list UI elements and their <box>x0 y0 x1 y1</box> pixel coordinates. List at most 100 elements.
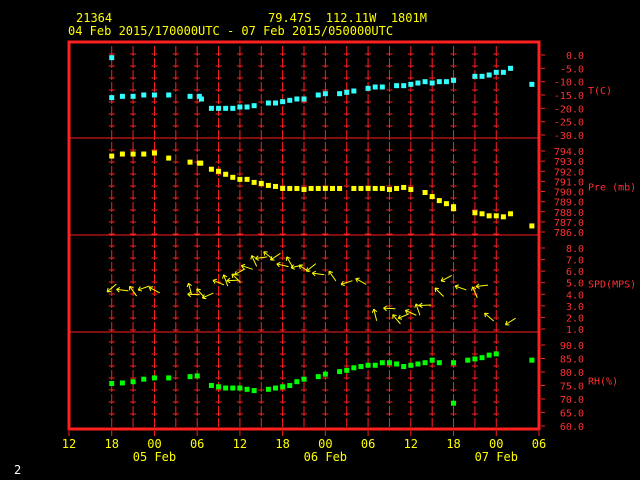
wind-arrow <box>392 314 401 325</box>
wind-arrow <box>212 278 225 286</box>
data-point <box>443 201 449 207</box>
data-point <box>472 356 478 362</box>
wind-arrow-head <box>405 309 410 311</box>
data-point <box>479 355 485 361</box>
y-tick-label: 8.0 <box>566 244 584 255</box>
wind-arrow-head <box>418 305 423 309</box>
wind-arrow <box>397 313 410 320</box>
x-tick-label: 12 <box>233 437 247 451</box>
y-tick-label: 787.0 <box>554 218 584 229</box>
wind-arrow-head <box>106 287 109 292</box>
data-point <box>109 95 115 101</box>
y-tick-label: -25.0 <box>554 118 584 129</box>
wind-arrow <box>148 286 160 294</box>
wind-arrow-shaft <box>286 256 294 268</box>
y-tick-label: 80.0 <box>560 368 584 379</box>
wind-arrow <box>355 277 367 285</box>
wind-arrow <box>328 270 337 282</box>
data-point <box>216 384 222 390</box>
wind-arrow-shaft <box>505 317 516 326</box>
x-tick-label: 12 <box>62 437 76 451</box>
wind-arrow-head <box>397 314 401 319</box>
wind-arrow <box>116 287 129 293</box>
data-point <box>294 96 300 102</box>
y-tick-label: -10.0 <box>554 78 584 89</box>
data-point <box>280 384 286 390</box>
data-point <box>358 185 364 191</box>
data-point <box>443 79 449 85</box>
data-point <box>337 369 343 375</box>
data-point <box>429 357 435 363</box>
wind-arrow-head <box>414 303 417 308</box>
y-tick-label: 789.0 <box>554 198 584 209</box>
wind-arrow-head <box>226 280 231 284</box>
data-point <box>372 84 378 90</box>
data-point <box>280 185 286 191</box>
y-tick-label: 7.0 <box>566 256 584 267</box>
wind-arrow-shaft <box>255 256 268 260</box>
data-point <box>408 81 414 87</box>
wind-arrow-head <box>186 283 189 288</box>
wind-arrow <box>340 280 353 287</box>
wind-arrow-head <box>137 289 143 292</box>
data-point <box>322 185 328 191</box>
data-point <box>287 185 293 191</box>
wind-arrow-head <box>312 270 317 274</box>
data-point <box>351 88 357 94</box>
data-point <box>151 150 157 156</box>
wind-arrow-head <box>340 280 344 285</box>
y-tick-label: 1.0 <box>566 325 584 336</box>
data-point <box>493 69 499 75</box>
data-point <box>196 93 202 99</box>
data-point <box>493 351 499 357</box>
y-tick-label: 60.0 <box>560 422 584 433</box>
x-date-label: 05 Feb <box>133 450 176 464</box>
wind-arrow-head <box>371 308 375 314</box>
wind-arrow <box>240 263 253 270</box>
wind-arrow <box>505 317 516 326</box>
wind-arrow-head <box>290 264 295 269</box>
y-tick-label: 6.0 <box>566 267 584 278</box>
wind-arrow-head <box>276 261 281 265</box>
data-point <box>230 105 236 111</box>
data-point <box>486 72 492 78</box>
wind-arrow-shaft <box>234 268 246 276</box>
data-point <box>265 386 271 392</box>
wind-arrow-shaft <box>270 252 281 261</box>
data-point <box>315 185 321 191</box>
data-point <box>230 385 236 391</box>
data-point <box>237 385 243 391</box>
wind-arrow-shaft <box>231 273 242 283</box>
wind-arrow-head <box>383 305 388 309</box>
data-point <box>415 80 421 86</box>
data-point <box>486 213 492 219</box>
wind-arrow-shaft <box>306 263 317 272</box>
wind-arrow-shaft <box>454 285 467 291</box>
y-tick-label: 85.0 <box>560 355 584 366</box>
wind-arrow <box>201 292 214 300</box>
data-point <box>479 73 485 79</box>
wind-arrow-head <box>240 265 245 270</box>
wind-arrow <box>471 286 478 298</box>
wind-arrow-shaft <box>373 309 378 321</box>
x-tick-label: 06 <box>532 437 546 451</box>
wind-arrow <box>129 285 138 297</box>
data-point <box>379 185 385 191</box>
y-tick-label: -20.0 <box>554 104 584 115</box>
page-number: 2 <box>14 463 22 477</box>
data-point <box>130 379 136 385</box>
wind-arrow-head <box>116 287 121 290</box>
data-point <box>508 211 514 217</box>
data-point <box>451 400 457 406</box>
data-point <box>415 361 421 367</box>
wind-arrow <box>305 263 317 272</box>
wind-arrow-shaft <box>106 283 117 293</box>
wind-arrow-head <box>187 291 192 295</box>
data-point <box>109 380 115 386</box>
data-point <box>237 176 243 182</box>
data-point <box>216 168 222 174</box>
wind-arrow-shaft <box>472 286 478 298</box>
wind-arrow <box>434 287 444 297</box>
data-point <box>208 383 214 388</box>
y-tick-label: 791.0 <box>554 177 584 188</box>
